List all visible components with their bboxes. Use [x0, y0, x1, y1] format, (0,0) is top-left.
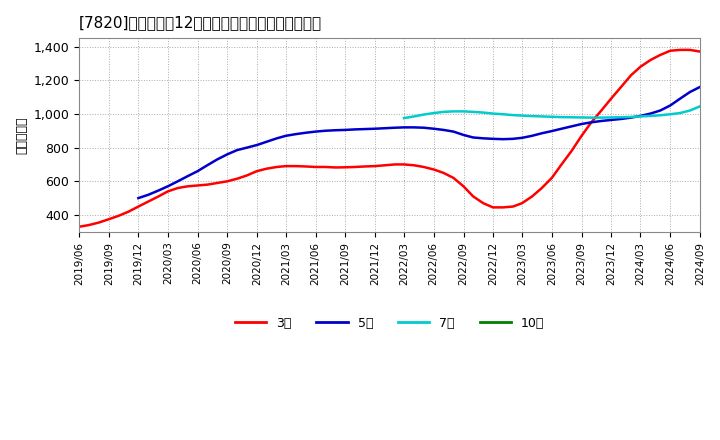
Legend: 3年, 5年, 7年, 10年: 3年, 5年, 7年, 10年 — [230, 312, 549, 335]
Text: [7820]　経常利益12か月移動合計の標準偏差の推移: [7820] 経常利益12か月移動合計の標準偏差の推移 — [79, 15, 323, 30]
Line: 3年: 3年 — [79, 50, 700, 227]
Line: 5年: 5年 — [138, 87, 700, 198]
Line: 7年: 7年 — [404, 106, 700, 118]
Y-axis label: （百万円）: （百万円） — [15, 116, 28, 154]
